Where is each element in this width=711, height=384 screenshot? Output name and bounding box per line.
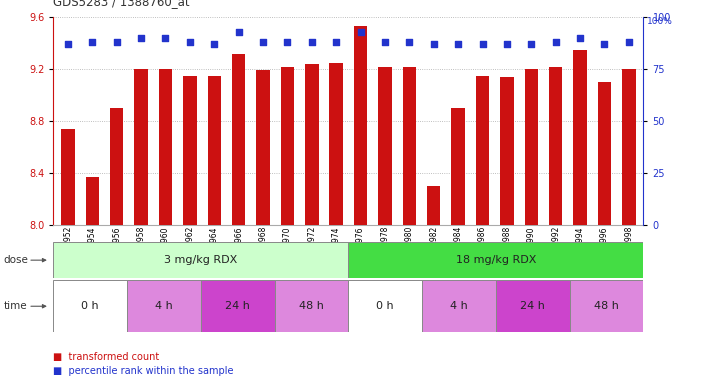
- Bar: [274, 280, 348, 332]
- Point: [574, 35, 586, 41]
- Bar: [232, 54, 245, 225]
- Point: [477, 41, 488, 47]
- Bar: [159, 69, 172, 225]
- Bar: [402, 66, 416, 225]
- Bar: [110, 108, 124, 225]
- Point: [208, 41, 220, 47]
- Point: [404, 39, 415, 45]
- Bar: [127, 280, 201, 332]
- Bar: [451, 108, 465, 225]
- Point: [282, 39, 293, 45]
- Bar: [208, 76, 221, 225]
- Bar: [281, 66, 294, 225]
- Point: [184, 39, 196, 45]
- Bar: [183, 76, 196, 225]
- Bar: [378, 66, 392, 225]
- Text: 18 mg/kg RDX: 18 mg/kg RDX: [456, 255, 536, 265]
- Bar: [598, 82, 611, 225]
- Point: [233, 29, 245, 35]
- Text: 0 h: 0 h: [81, 301, 99, 311]
- Bar: [622, 69, 636, 225]
- Point: [428, 41, 439, 47]
- Point: [623, 39, 634, 45]
- Bar: [348, 280, 422, 332]
- Bar: [257, 70, 269, 225]
- Point: [63, 41, 74, 47]
- Bar: [348, 242, 643, 278]
- Bar: [570, 280, 643, 332]
- Text: ■  transformed count: ■ transformed count: [53, 352, 159, 362]
- Text: time: time: [4, 301, 27, 311]
- Text: GDS5283 / 1388760_at: GDS5283 / 1388760_at: [53, 0, 190, 8]
- Point: [501, 41, 513, 47]
- Text: 3 mg/kg RDX: 3 mg/kg RDX: [164, 255, 237, 265]
- Point: [550, 39, 562, 45]
- Bar: [201, 280, 274, 332]
- Bar: [85, 177, 99, 225]
- Text: dose: dose: [4, 255, 28, 265]
- Text: 4 h: 4 h: [450, 301, 468, 311]
- Bar: [329, 63, 343, 225]
- Bar: [476, 76, 489, 225]
- Bar: [305, 64, 319, 225]
- Bar: [354, 26, 368, 225]
- Bar: [427, 186, 440, 225]
- Text: 24 h: 24 h: [520, 301, 545, 311]
- Bar: [53, 242, 348, 278]
- Point: [355, 29, 366, 35]
- Point: [111, 39, 122, 45]
- Bar: [422, 280, 496, 332]
- Text: 48 h: 48 h: [299, 301, 324, 311]
- Bar: [53, 280, 127, 332]
- Point: [135, 35, 146, 41]
- Point: [599, 41, 610, 47]
- Point: [379, 39, 390, 45]
- Point: [331, 39, 342, 45]
- Point: [306, 39, 318, 45]
- Text: 4 h: 4 h: [155, 301, 173, 311]
- Bar: [525, 69, 538, 225]
- Bar: [549, 66, 562, 225]
- Text: 100%: 100%: [647, 17, 673, 26]
- Bar: [573, 50, 587, 225]
- Bar: [501, 77, 513, 225]
- Point: [525, 41, 537, 47]
- Bar: [61, 129, 75, 225]
- Point: [452, 41, 464, 47]
- Text: 48 h: 48 h: [594, 301, 619, 311]
- Text: ■  percentile rank within the sample: ■ percentile rank within the sample: [53, 366, 234, 376]
- Bar: [496, 280, 570, 332]
- Point: [257, 39, 269, 45]
- Text: 0 h: 0 h: [376, 301, 394, 311]
- Text: 24 h: 24 h: [225, 301, 250, 311]
- Bar: [134, 69, 148, 225]
- Point: [87, 39, 98, 45]
- Point: [160, 35, 171, 41]
